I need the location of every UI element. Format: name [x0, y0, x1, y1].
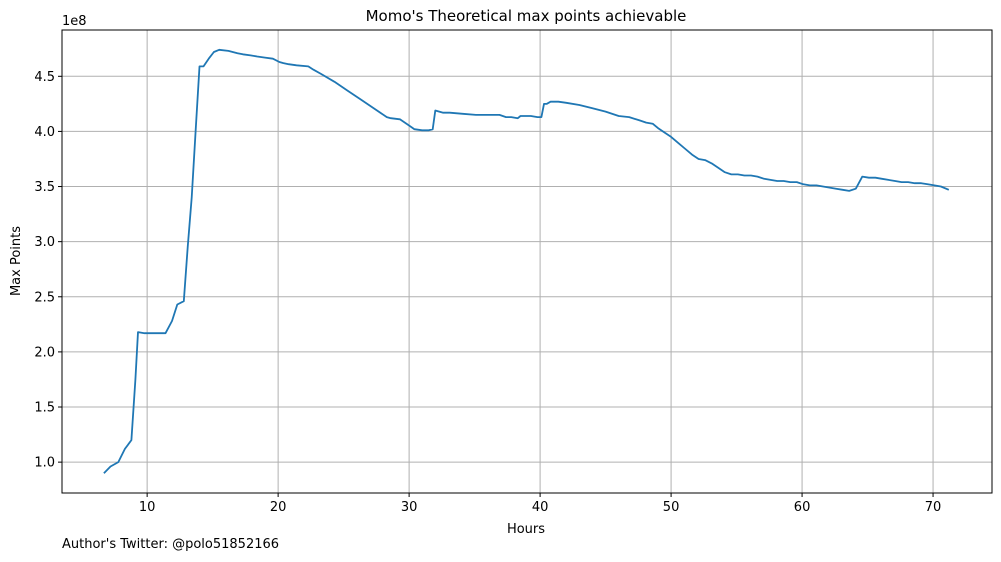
y-tick-label: 1.5	[34, 401, 55, 416]
x-tick-label: 60	[794, 500, 811, 515]
series-line	[103, 48, 950, 474]
y-tick-label: 1.0	[34, 456, 55, 471]
y-tick-label: 3.5	[34, 180, 55, 195]
y-tick-label: 4.5	[34, 70, 55, 85]
y-tick-label: 2.5	[34, 290, 55, 305]
chart-title: Momo's Theoretical max points achievable	[366, 7, 687, 25]
x-tick-label: 20	[270, 500, 287, 515]
y-axis-ticks: 1.0 1.5 2.0 2.5 3.0 3.5 4.0 4.5	[34, 70, 62, 471]
y-offset-label: 1e8	[62, 14, 87, 29]
grid-lines	[62, 30, 992, 493]
x-tick-label: 30	[401, 500, 418, 515]
author-credit: Author's Twitter: @polo51852166	[62, 537, 280, 552]
x-axis-label: Hours	[507, 522, 545, 537]
y-tick-label: 2.0	[34, 345, 55, 360]
y-tick-label: 3.0	[34, 235, 55, 250]
x-tick-label: 10	[139, 500, 156, 515]
x-axis-ticks: 10 20 30 40 50 60 70	[139, 493, 941, 515]
x-tick-label: 70	[925, 500, 942, 515]
x-tick-label: 50	[663, 500, 680, 515]
y-tick-label: 4.0	[34, 125, 55, 140]
y-axis-label: Max Points	[9, 226, 24, 296]
plot-frame	[61, 29, 993, 494]
x-tick-label: 40	[532, 500, 549, 515]
line-chart: Momo's Theoretical max points achievable…	[9, 7, 993, 537]
